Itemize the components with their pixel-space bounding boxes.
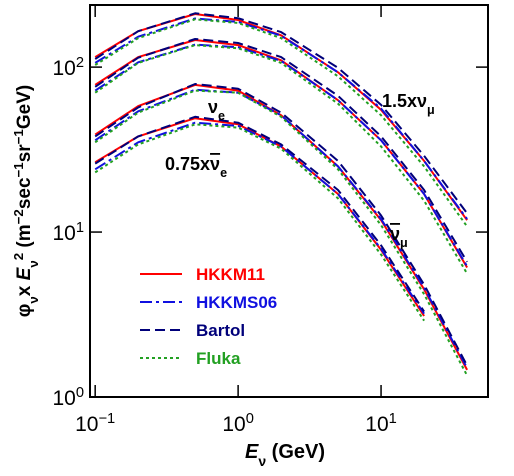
legend-label: Fluka	[196, 349, 241, 368]
text-part: ν	[208, 97, 218, 117]
text-part: −2	[11, 209, 26, 224]
tick-exponent: 2	[76, 55, 84, 71]
text-part: μ	[427, 103, 435, 117]
y-tick-label: 100	[52, 385, 84, 410]
curve	[94, 115, 425, 313]
plot-frame	[89, 4, 489, 398]
curve	[94, 13, 468, 221]
curve	[94, 83, 468, 371]
text-part: ν	[26, 296, 41, 303]
text-part: φ	[14, 304, 35, 318]
curve	[94, 123, 425, 322]
text-part: (GeV)	[266, 441, 325, 463]
annotation: 0.75xνe	[165, 154, 227, 180]
text-part: sec	[14, 177, 35, 209]
legend-label: Bartol	[196, 321, 245, 340]
x-tick-label: 10−1	[75, 411, 115, 436]
x-tick-label: 101	[365, 411, 397, 436]
y-axis-label: φνx Eν2 (m−2sec−1sr−1GeV)	[11, 85, 41, 317]
curve	[94, 18, 468, 228]
text-part: e	[220, 166, 227, 180]
annotation: νe	[208, 97, 225, 123]
legend-label: HKKM11	[196, 265, 265, 284]
curve	[94, 39, 468, 269]
curve	[94, 83, 468, 367]
curve	[94, 121, 425, 315]
tick-base: 10	[365, 413, 388, 436]
y-tick-label: 102	[52, 55, 84, 80]
x-axis-label: Eν (GeV)	[245, 441, 325, 469]
text-part: −1	[11, 162, 26, 178]
annotation: 1.5xνμ	[382, 91, 435, 117]
curve	[94, 88, 468, 369]
tick-exponent: −1	[98, 411, 115, 427]
text-part: ν	[210, 154, 220, 174]
text-part: μ	[400, 236, 408, 250]
text-part: GeV)	[14, 85, 35, 129]
tick-exponent: 1	[389, 411, 397, 427]
text-part: sr	[14, 144, 35, 163]
curve	[94, 17, 468, 220]
curve	[94, 89, 468, 376]
text-part: ν	[390, 224, 400, 244]
text-part: ν	[26, 260, 41, 267]
annotation: νμ	[390, 224, 408, 250]
text-part: 0.75x	[165, 154, 210, 174]
curve	[94, 38, 468, 263]
tick-exponent: 1	[76, 220, 84, 236]
text-part: 2	[11, 253, 26, 260]
text-part: ν	[258, 453, 266, 469]
x-tick-label: 100	[222, 411, 254, 436]
tick-base: 10	[75, 413, 98, 436]
text-part: x	[14, 280, 35, 296]
text-part: (m	[14, 224, 35, 253]
text-part: E	[14, 266, 35, 280]
tick-base: 10	[52, 57, 75, 80]
legend-label: HKKMS06	[196, 293, 277, 312]
tick-base: 10	[52, 387, 75, 410]
tick-exponent: 0	[76, 385, 84, 401]
text-part: 1.5xν	[382, 91, 427, 111]
curve	[94, 12, 468, 214]
text-part: e	[218, 109, 225, 123]
tick-base: 10	[222, 413, 245, 436]
curve	[94, 43, 468, 267]
y-tick-label: 101	[52, 220, 84, 245]
tick-base: 10	[52, 222, 75, 245]
text-part: E	[245, 441, 259, 463]
tick-exponent: 0	[246, 411, 254, 427]
text-part: −1	[11, 129, 26, 145]
curve	[94, 44, 468, 275]
